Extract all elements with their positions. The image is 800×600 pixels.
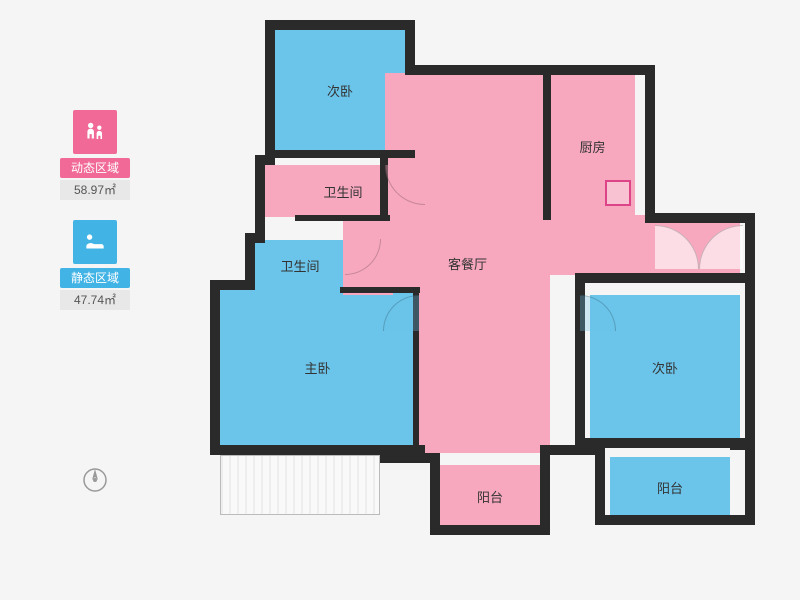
legend-static: 静态区域 47.74㎡ [60,220,130,310]
room-label: 卫生间 [280,256,319,275]
compass-icon [80,465,110,495]
wall-segment [595,445,605,525]
wall-segment [265,150,415,158]
wall-segment [210,280,220,455]
legend-dynamic: 动态区域 58.97㎡ [60,110,130,200]
room-label: 卫生间 [323,182,362,201]
wall-segment [540,445,550,535]
legend: 动态区域 58.97㎡ 静态区域 47.74㎡ [60,110,130,330]
wall-segment [645,65,655,220]
wall-segment [575,273,750,283]
room-label: 客餐厅 [448,254,487,273]
wall-segment [255,155,265,240]
wall-segment [210,445,425,455]
room-label: 次卧 [652,358,678,377]
wall-segment [410,65,655,75]
wall-segment [265,20,275,160]
room-label: 厨房 [579,137,605,156]
wall-segment [575,438,745,448]
wall-segment [430,453,440,533]
wall-segment [645,213,755,223]
balcony-rail [220,455,380,515]
wall-segment [730,440,750,450]
people-icon [73,110,117,154]
wall-segment [745,213,755,523]
room-bath2: 卫生间 [255,240,345,290]
room-master: 主卧 [220,290,415,445]
room-label: 阳台 [657,478,683,497]
legend-static-value: 47.74㎡ [60,290,130,310]
room-label: 主卧 [304,358,330,377]
legend-dynamic-label: 动态区域 [60,158,130,178]
sleep-icon [73,220,117,264]
wall-segment [543,70,551,220]
room-balcony-center: 阳台 [440,465,540,527]
wall-segment [295,215,390,221]
wall-segment [595,515,755,525]
room-label: 阳台 [477,487,503,506]
legend-dynamic-value: 58.97㎡ [60,180,130,200]
wall-segment [430,525,550,535]
legend-static-label: 静态区域 [60,268,130,288]
fixture-icon [605,180,631,206]
room-bath1: 卫生间 [303,165,383,217]
floorplan: 次卧卫生间厨房客餐厅卫生间主卧次卧阳台阳台 [195,15,760,565]
wall-segment [265,20,415,30]
room-balcony-right: 阳台 [610,457,730,517]
wall-segment [340,287,420,293]
room-closet [263,165,303,217]
room-label: 次卧 [327,81,353,100]
